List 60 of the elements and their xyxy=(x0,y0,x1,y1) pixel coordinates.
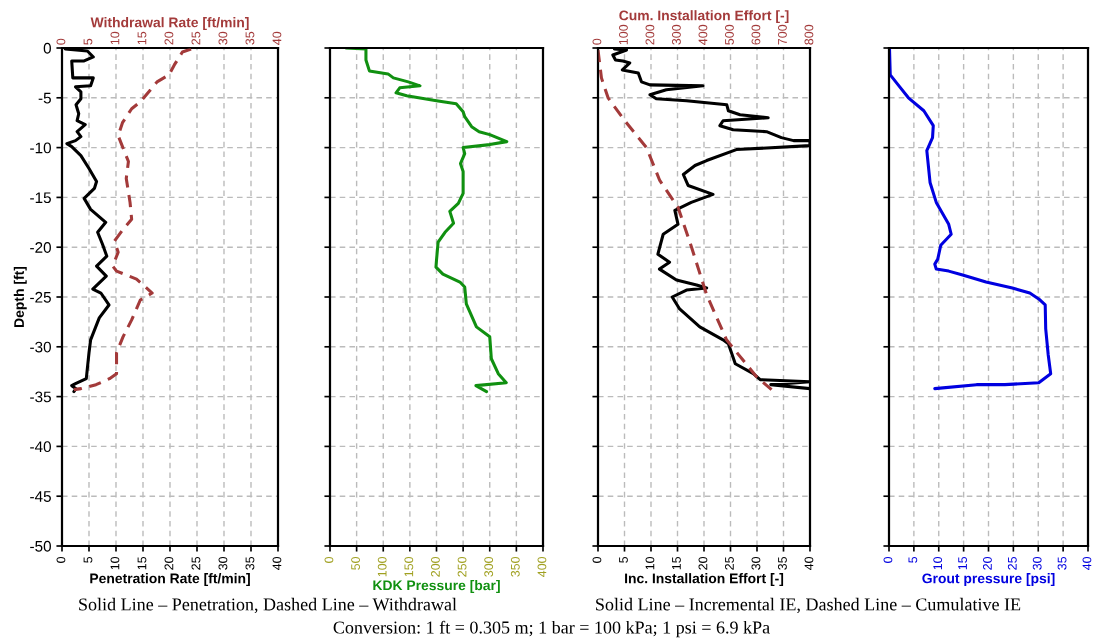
x2-axis-title: Withdrawal Rate [ft/min] xyxy=(90,17,249,31)
x-tick-label: 150 xyxy=(404,556,414,577)
x-tick-label: 40 xyxy=(272,31,282,45)
x-tick-label: 35 xyxy=(778,556,787,570)
x-tick-label: 25 xyxy=(1007,556,1017,570)
text: Solid Line – Incremental IE, Dashed Line – Cumulative IE xyxy=(596,597,1021,614)
x-tick-label: 250 xyxy=(457,556,467,577)
x-tick-label: 15 xyxy=(672,556,681,570)
text: Solid Line – Penetration, Dashed Line – Withdrawal xyxy=(79,597,457,614)
x-tick-label: 30 xyxy=(751,556,761,570)
text: Conversion: 1 ft = 0.305 m; 1 bar = 100 kPa; 1 psi = 6.9 kPa xyxy=(333,620,770,638)
x-tick-label: 20 xyxy=(698,556,708,570)
x-tick-label: 30 xyxy=(218,31,228,45)
x-tick-label: 300 xyxy=(484,556,494,577)
x2-tick-label: 700 xyxy=(778,24,787,45)
x-tick-label: 40 xyxy=(1082,556,1092,571)
x-tick-label: 5 xyxy=(619,556,628,563)
x2-tick-label: 600 xyxy=(751,24,761,45)
y-tick-label: -50 xyxy=(30,540,51,552)
x-tick-label: 0 xyxy=(883,556,893,563)
x-tick-label: 15 xyxy=(958,556,967,570)
x-tick-label: 35 xyxy=(245,31,255,45)
x-tick-label: 25 xyxy=(725,556,734,570)
x-tick-label: 50 xyxy=(351,556,360,570)
x-tick-label: 0 xyxy=(56,38,66,45)
x-axis-title: Grout pressure [psi] xyxy=(922,573,1055,587)
x-tick-label: 20 xyxy=(164,31,174,45)
x2-tick-label: 800 xyxy=(804,24,814,45)
x-axis-title: Inc. Installation Effort [-] xyxy=(625,573,784,587)
y-tick-label: -40 xyxy=(30,441,51,453)
x-tick-label: 35 xyxy=(1057,556,1067,570)
x-tick-label: 25 xyxy=(191,31,201,45)
x-tick-label: 10 xyxy=(110,31,120,45)
y-tick-label: -35 xyxy=(30,391,51,403)
x-tick-label: 350 xyxy=(510,556,520,577)
y-tick-label: -30 xyxy=(30,341,51,353)
x-tick-label: 5 xyxy=(83,38,93,45)
y-tick-label: -15 xyxy=(30,192,51,204)
x2-axis-title: Cum. Installation Effort [-] xyxy=(619,10,789,24)
x-tick-label: 40 xyxy=(804,556,814,571)
x-tick-label: 15 xyxy=(137,31,147,45)
x-tick-label: 400 xyxy=(537,556,547,577)
x-tick-label: 30 xyxy=(1032,556,1042,570)
y-axis-title: Depth [ft] xyxy=(13,266,27,327)
x2-tick-label: 500 xyxy=(725,24,734,45)
y-tick-label: -5 xyxy=(38,92,51,104)
x-tick-label: 20 xyxy=(983,556,992,570)
x-axis-title: KDK Pressure [bar] xyxy=(373,580,500,593)
x-tick-label: 200 xyxy=(431,556,440,577)
x-tick-label: 0 xyxy=(324,556,334,563)
y-tick-label: -25 xyxy=(30,291,51,303)
x-axis-title: Penetration Rate [ft/min] xyxy=(90,573,250,587)
x-tick-label: 100 xyxy=(377,556,387,577)
y-tick-label: -20 xyxy=(30,242,51,253)
x-tick-label: 0 xyxy=(592,556,602,563)
y-tick-label: -45 xyxy=(30,491,51,502)
x-tick-label: 10 xyxy=(645,556,655,570)
x-tick-label: 5 xyxy=(908,556,918,563)
x-tick-label: 10 xyxy=(933,556,943,570)
y-tick-label: -10 xyxy=(30,142,51,154)
